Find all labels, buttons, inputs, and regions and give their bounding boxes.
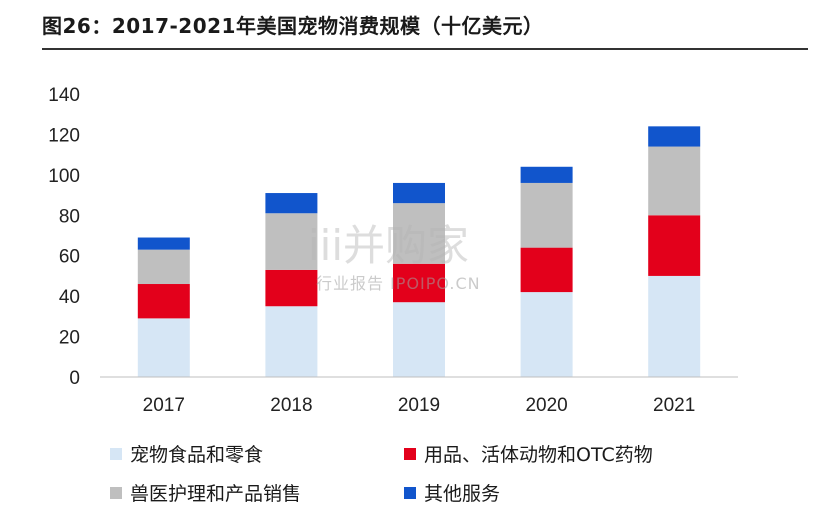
y-tick-label: 140	[48, 85, 80, 106]
bar-segment-3	[137, 249, 190, 285]
bar-segment-1	[520, 292, 573, 377]
bar-segment-2	[393, 263, 445, 303]
bar-segment-2	[137, 284, 190, 319]
y-tick-label: 120	[48, 125, 80, 146]
legend-swatch	[110, 448, 122, 460]
bar-segment-1	[265, 306, 318, 377]
legend-item-food: 宠物食品和零食	[110, 440, 263, 467]
legend-item-services: 其他服务	[404, 479, 500, 506]
x-tick-label: 2019	[398, 395, 440, 416]
x-tick-label: 2017	[143, 395, 185, 416]
watermark-text: 行业报告 IPOIPO.CN	[316, 274, 481, 293]
bar-segment-1	[393, 302, 445, 377]
legend-item-supplies: 用品、活体动物和OTC药物	[404, 440, 653, 467]
legend-label: 其他服务	[424, 483, 501, 505]
bar-segment-3	[648, 146, 701, 216]
bar-segment-3	[265, 213, 318, 270]
bar-segment-4	[648, 126, 701, 147]
legend-swatch	[404, 487, 416, 499]
bar-segment-2	[648, 215, 701, 276]
bar-segment-4	[393, 182, 445, 204]
bar-segment-4	[520, 166, 573, 183]
legend-label: 宠物食品和零食	[130, 444, 264, 466]
y-tick-label: 60	[59, 247, 80, 268]
legend-swatch	[404, 448, 416, 460]
bar-segment-1	[648, 275, 701, 377]
bar-segment-2	[520, 247, 573, 293]
title-underline	[42, 48, 808, 50]
legend-swatch	[110, 487, 122, 499]
bar-segment-3	[393, 203, 445, 264]
chart-title: 图26：2017-2021年美国宠物消费规模（十亿美元）	[42, 14, 544, 38]
watermark-logo: iii并购家	[308, 221, 470, 270]
bar-segment-2	[265, 269, 318, 307]
bar-segment-3	[520, 182, 573, 248]
y-tick-label: 100	[48, 166, 80, 187]
y-tick-label: 0	[69, 368, 80, 389]
bar-segment-4	[137, 237, 190, 250]
bar-segment-1	[137, 318, 190, 377]
x-tick-label: 2018	[270, 395, 312, 416]
legend-label: 兽医护理和产品销售	[130, 483, 302, 505]
y-tick-label: 40	[59, 287, 80, 308]
legend-item-vet: 兽医护理和产品销售	[110, 479, 301, 506]
legend-label: 用品、活体动物和OTC药物	[424, 444, 653, 466]
x-tick-label: 2020	[525, 395, 567, 416]
bar-segment-4	[265, 193, 318, 214]
x-tick-label: 2021	[653, 395, 695, 416]
y-tick-label: 20	[59, 328, 80, 349]
y-tick-label: 80	[59, 206, 80, 227]
